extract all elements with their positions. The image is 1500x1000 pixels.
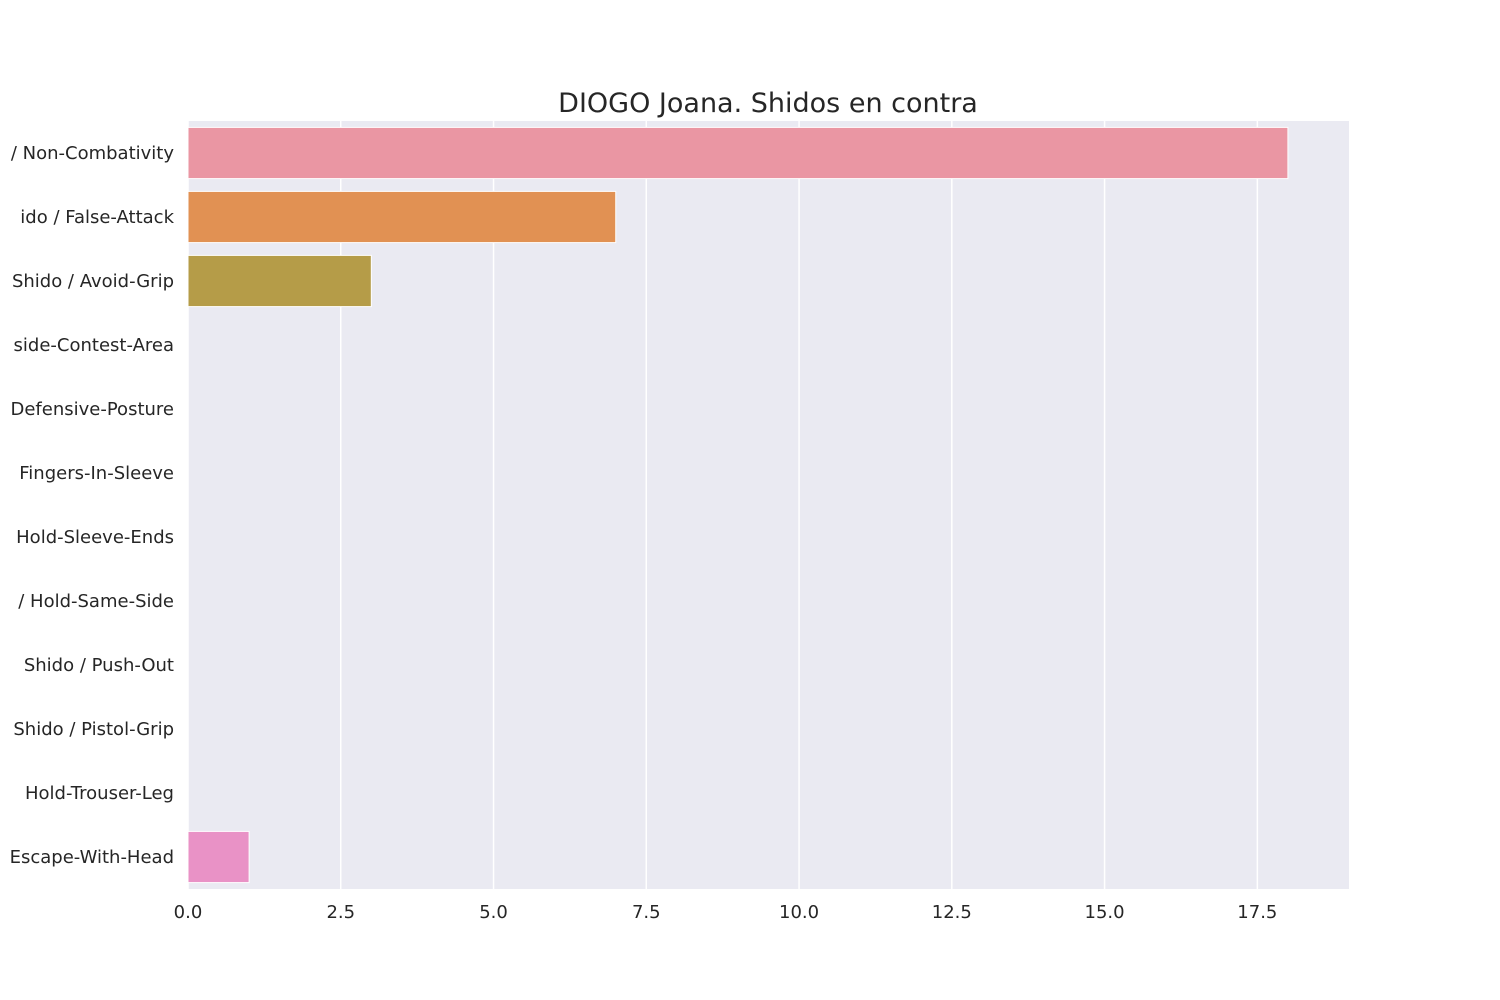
y-tick-label: Shido / Push-Out (24, 655, 174, 676)
x-tick-label: 0.0 (174, 902, 203, 923)
y-tick-label: ido / False-Attack (20, 207, 174, 228)
chart-title: DIOGO Joana. Shidos en contra (558, 88, 978, 119)
x-tick-label: 5.0 (479, 902, 508, 923)
x-tick-label: 2.5 (326, 902, 355, 923)
plot-background (188, 121, 1349, 889)
x-tick-label: 12.5 (932, 902, 972, 923)
gridlines (187, 121, 1259, 889)
y-tick-label: Escape-With-Head (10, 847, 174, 868)
y-tick-label: / Hold-Same-Side (18, 591, 174, 612)
y-tick-label: Hold-Sleeve-Ends (16, 527, 174, 548)
y-tick-label: Shido / Pistol-Grip (13, 719, 174, 740)
y-tick-label: Shido / Avoid-Grip (12, 271, 174, 292)
bar (187, 190, 617, 244)
x-tick-label: 17.5 (1237, 902, 1277, 923)
x-tick-label: 15.0 (1085, 902, 1125, 923)
x-tick-labels: 0.0 2.5 5.0 7.5 10.0 12.5 15.0 17.5 (174, 902, 1278, 923)
y-tick-label: / Non-Combativity (11, 143, 175, 164)
y-tick-label: Hold-Trouser-Leg (25, 783, 174, 804)
x-tick-label: 10.0 (779, 902, 819, 923)
y-tick-label: Fingers-In-Sleeve (19, 463, 174, 484)
bar (187, 126, 1289, 180)
bars (187, 126, 1289, 884)
bar (187, 830, 250, 884)
x-tick-label: 7.5 (632, 902, 661, 923)
y-tick-label: Defensive-Posture (10, 399, 174, 420)
y-tick-labels: / Non-Combativity ido / False-Attack Shido… (10, 143, 175, 868)
bar (187, 254, 372, 308)
y-tick-label: side-Contest-Area (14, 335, 174, 356)
